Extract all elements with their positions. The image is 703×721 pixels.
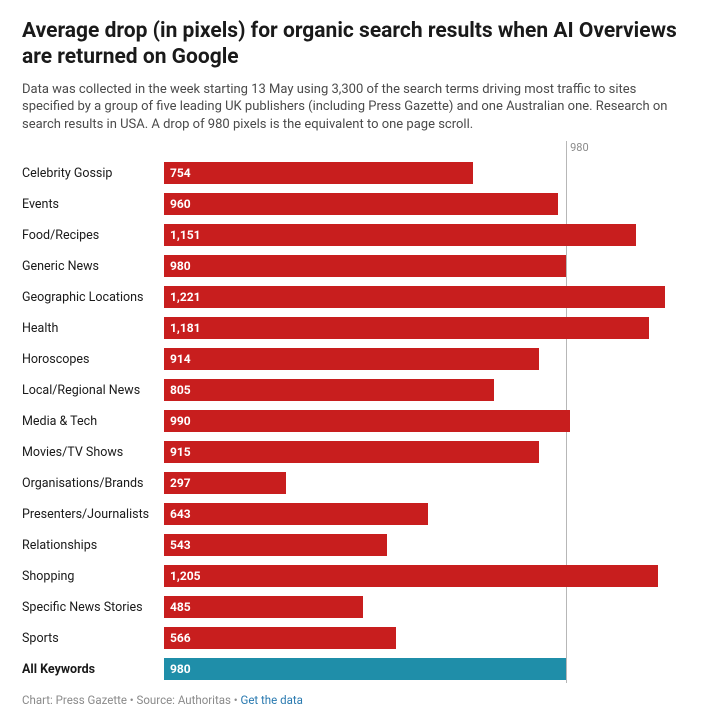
bar-row: Health 1,181 xyxy=(22,314,681,342)
category-label: All Keywords xyxy=(22,662,164,677)
reference-line-label: 980 xyxy=(570,141,589,154)
footer-source: Source: Authoritas xyxy=(137,693,231,707)
bar: 914 xyxy=(164,348,539,370)
bar-cell: 1,205 xyxy=(164,562,681,590)
bar: 980 xyxy=(164,658,566,680)
category-label: Relationships xyxy=(22,538,164,553)
bar-cell: 297 xyxy=(164,469,681,497)
category-label: Organisations/Brands xyxy=(22,476,164,491)
category-label: Shopping xyxy=(22,569,164,584)
bar-row: Food/Recipes 1,151 xyxy=(22,221,681,249)
bar: 485 xyxy=(164,596,363,618)
bar-cell: 566 xyxy=(164,624,681,652)
bar: 297 xyxy=(164,472,286,494)
bar: 990 xyxy=(164,410,570,432)
category-label: Movies/TV Shows xyxy=(22,445,164,460)
bar-cell: 1,221 xyxy=(164,283,681,311)
bar-row: Celebrity Gossip 754 xyxy=(22,159,681,187)
category-label: Generic News xyxy=(22,259,164,274)
category-label: Celebrity Gossip xyxy=(22,166,164,181)
bar-value-label: 566 xyxy=(170,631,191,645)
footer-separator: • xyxy=(127,693,137,707)
bar-cell: 914 xyxy=(164,345,681,373)
bar-row: Media & Tech 990 xyxy=(22,407,681,435)
bar-row: Specific News Stories 485 xyxy=(22,593,681,621)
category-label: Local/Regional News xyxy=(22,383,164,398)
bar-row: Generic News 980 xyxy=(22,252,681,280)
category-label: Media & Tech xyxy=(22,414,164,429)
bar-value-label: 990 xyxy=(170,414,191,428)
bar-cell: 980 xyxy=(164,252,681,280)
reference-label-row: 980 xyxy=(22,141,681,159)
footer-separator: • xyxy=(231,693,241,707)
category-label: Specific News Stories xyxy=(22,600,164,615)
chart-container: Average drop (in pixels) for organic sea… xyxy=(0,0,703,721)
chart-footer: Chart: Press Gazette • Source: Authorita… xyxy=(22,693,681,707)
category-label: Presenters/Journalists xyxy=(22,507,164,522)
category-label: Sports xyxy=(22,631,164,646)
chart-subtitle: Data was collected in the week starting … xyxy=(22,81,681,134)
bar-row: Relationships 543 xyxy=(22,531,681,559)
bar-cell: 805 xyxy=(164,376,681,404)
bar: 643 xyxy=(164,503,428,525)
bar: 566 xyxy=(164,627,396,649)
bar-row: Geographic Locations 1,221 xyxy=(22,283,681,311)
bar: 1,181 xyxy=(164,317,649,339)
bar-row: Shopping 1,205 xyxy=(22,562,681,590)
bar-value-label: 914 xyxy=(170,352,191,366)
category-label: Horoscopes xyxy=(22,352,164,367)
bar-chart: 980 Celebrity Gossip 754 Events 960 Food/Reci… xyxy=(22,141,681,683)
bar-cell: 1,151 xyxy=(164,221,681,249)
category-label: Geographic Locations xyxy=(22,290,164,305)
bar-cell: 754 xyxy=(164,159,681,187)
footer-chart-credit: Chart: Press Gazette xyxy=(22,693,127,707)
bar-value-label: 1,181 xyxy=(170,321,201,335)
bar-value-label: 485 xyxy=(170,600,191,614)
bar-value-label: 805 xyxy=(170,383,191,397)
bar-cell: 543 xyxy=(164,531,681,559)
bar-value-label: 980 xyxy=(170,259,191,273)
bar: 543 xyxy=(164,534,387,556)
bar-row: Presenters/Journalists 643 xyxy=(22,500,681,528)
bar: 960 xyxy=(164,193,558,215)
bar-cell: 960 xyxy=(164,190,681,218)
bar-value-label: 980 xyxy=(170,662,191,676)
bar: 1,205 xyxy=(164,565,658,587)
bar-cell: 485 xyxy=(164,593,681,621)
bar-cell: 643 xyxy=(164,500,681,528)
bar-cell: 1,181 xyxy=(164,314,681,342)
bar-cell: 980 xyxy=(164,655,681,683)
bar-row: Events 960 xyxy=(22,190,681,218)
bar-value-label: 543 xyxy=(170,538,191,552)
bar: 805 xyxy=(164,379,494,401)
bar: 1,221 xyxy=(164,286,665,308)
bar-value-label: 960 xyxy=(170,197,191,211)
bar-row: Organisations/Brands 297 xyxy=(22,469,681,497)
bar-value-label: 1,151 xyxy=(170,228,201,242)
bar-value-label: 915 xyxy=(170,445,191,459)
bar-row: Horoscopes 914 xyxy=(22,345,681,373)
category-label: Food/Recipes xyxy=(22,228,164,243)
bar-cell: 990 xyxy=(164,407,681,435)
category-label: Health xyxy=(22,321,164,336)
bar-value-label: 643 xyxy=(170,507,191,521)
bar-value-label: 1,205 xyxy=(170,569,201,583)
bar: 754 xyxy=(164,162,473,184)
bar-row: Sports 566 xyxy=(22,624,681,652)
bar-row: Movies/TV Shows 915 xyxy=(22,438,681,466)
bar-value-label: 297 xyxy=(170,476,191,490)
footer-get-data-link[interactable]: Get the data xyxy=(241,693,303,707)
bar-row: All Keywords 980 xyxy=(22,655,681,683)
bar: 1,151 xyxy=(164,224,636,246)
bar-value-label: 1,221 xyxy=(170,290,201,304)
bar-value-label: 754 xyxy=(170,166,191,180)
category-label: Events xyxy=(22,197,164,212)
chart-title: Average drop (in pixels) for organic sea… xyxy=(22,18,681,71)
bar-row: Local/Regional News 805 xyxy=(22,376,681,404)
bar-cell: 915 xyxy=(164,438,681,466)
bar: 980 xyxy=(164,255,566,277)
bar: 915 xyxy=(164,441,539,463)
